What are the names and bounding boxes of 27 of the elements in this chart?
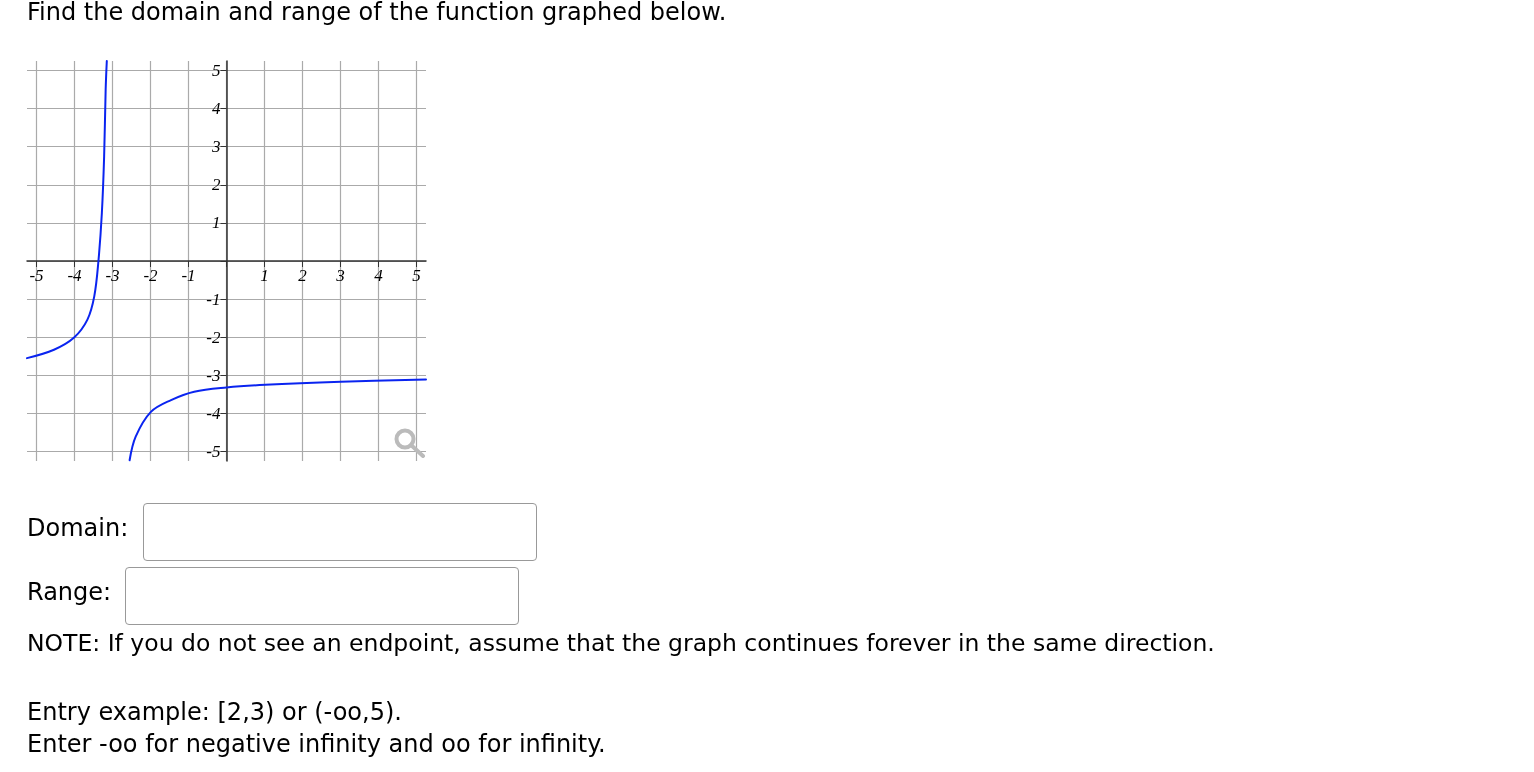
x-tick-label: 2 <box>298 266 308 285</box>
y-tick-label: 5 <box>212 61 221 81</box>
x-tick-label: -3 <box>105 266 120 285</box>
y-tick-label: 1 <box>212 213 221 233</box>
line-series <box>26 60 108 360</box>
x-tick-label: 1 <box>260 266 269 285</box>
y-tick-label: 4 <box>212 99 221 119</box>
y-tick-label: -5 <box>206 441 221 461</box>
x-tick-label: -1 <box>181 266 196 285</box>
text: Entry example: [2,3) or (-oo,5). <box>27 698 402 726</box>
y-tick-label: -3 <box>206 365 221 385</box>
y-tick-label: -1 <box>206 289 221 309</box>
x-tick-label: 4 <box>374 266 384 285</box>
x-tick-label: -2 <box>143 266 159 285</box>
text: Enter -oo for negative infinity and oo for infinity. <box>27 730 606 758</box>
text: Range: <box>27 578 112 606</box>
y-tick-label: 3 <box>211 137 221 157</box>
y-tick-label: 2 <box>212 175 221 195</box>
x-tick-label: 3 <box>335 266 345 285</box>
chart-title: Find the domain and range of the function graphed below. <box>27 0 727 26</box>
text: NOTE: If you do not see an endpoint, assume that the graph continues forever in the same direction. <box>27 629 1215 657</box>
x-tick-label: 5 <box>412 266 421 285</box>
text: Domain: <box>27 514 129 542</box>
x-tick-label: -4 <box>67 266 83 285</box>
y-tick-label: -4 <box>206 403 221 423</box>
x-tick-label: -5 <box>29 266 44 285</box>
y-tick-label: -2 <box>206 327 221 347</box>
